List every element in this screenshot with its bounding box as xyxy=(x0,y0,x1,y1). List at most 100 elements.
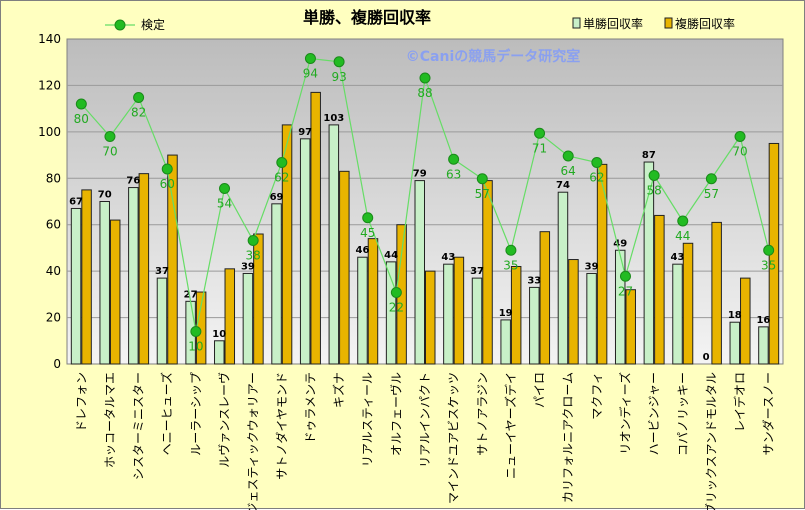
bar-fukusho xyxy=(654,214,665,365)
bar-value-label: 37 xyxy=(155,266,169,277)
x-tick-label: パイロ xyxy=(533,372,547,408)
bar-value-label: 67 xyxy=(69,196,83,207)
bar-tansho xyxy=(328,124,340,365)
line-series: 80 70 82 60 10 54 38 62 94 93 45 22 88 63 57 35 71 64 62 27… xyxy=(74,53,776,354)
x-tick-label: リアルスティール xyxy=(361,372,375,467)
bar-fukusho xyxy=(568,259,579,365)
bar-value-label: 76 xyxy=(126,176,140,187)
point-value-label: 80 xyxy=(74,112,89,126)
bar-fukusho xyxy=(339,170,350,365)
legend-label-fukusho: 複勝回収率 xyxy=(675,16,735,31)
point-value-label: 82 xyxy=(131,106,146,120)
bar-fukusho xyxy=(596,163,608,365)
bar-fukusho xyxy=(510,266,522,365)
point-value-label: 38 xyxy=(246,249,261,263)
bar-fukusho xyxy=(253,233,264,365)
point-kentei xyxy=(476,173,488,185)
bar-value-label: 27 xyxy=(184,289,198,300)
legend-swatch-tansho xyxy=(572,17,581,29)
bar-tansho xyxy=(443,263,454,365)
bar-tansho xyxy=(471,277,483,365)
bar-value-label: 33 xyxy=(527,275,541,286)
bar-fukusho xyxy=(740,277,751,365)
bar-fukusho xyxy=(81,189,92,365)
legend: 検定 単勝回収率 複勝回収率 xyxy=(105,16,735,32)
bar-tansho xyxy=(242,272,254,365)
bar-tansho xyxy=(672,263,683,365)
bar-tansho xyxy=(614,249,626,365)
bar-value-label: 103 xyxy=(323,113,344,124)
bar-value-label: 39 xyxy=(241,261,255,272)
bar-fukusho xyxy=(224,268,236,365)
bar-fukusho xyxy=(310,91,321,365)
bar-tansho xyxy=(586,272,597,365)
y-tick-label: 0 xyxy=(53,357,61,371)
bar-fukusho xyxy=(482,180,493,365)
point-kentei xyxy=(133,92,145,103)
x-tick-label: リオンディーズ xyxy=(617,372,632,455)
y-axis: 0 20 40 60 80 100 120 140 xyxy=(38,32,61,371)
x-tick-label: ハービンジャー xyxy=(647,372,661,455)
bar-tansho xyxy=(70,207,82,365)
point-value-label: 57 xyxy=(475,187,490,201)
point-kentei xyxy=(448,153,460,165)
bar-tansho xyxy=(529,286,540,365)
point-value-label: 22 xyxy=(389,301,404,315)
y-tick-label: 100 xyxy=(38,125,61,139)
point-kentei xyxy=(763,244,775,256)
bar-fukusho xyxy=(367,238,379,365)
bar-value-label: 69 xyxy=(270,192,284,203)
bar-fukusho xyxy=(167,154,178,365)
point-value-label: 35 xyxy=(761,258,776,272)
bar-tansho xyxy=(758,326,769,365)
y-tick-label: 40 xyxy=(46,264,61,278)
x-tick-label: キズナ xyxy=(331,372,346,408)
bar-tansho xyxy=(214,340,225,365)
bar-fukusho xyxy=(711,221,722,365)
point-kentei xyxy=(419,72,431,84)
y-tick-label: 140 xyxy=(38,32,61,46)
x-tick-label: コパノリッキー xyxy=(676,372,690,456)
bar-value-label: 37 xyxy=(470,266,484,277)
legend-point-swatch xyxy=(114,19,126,31)
bar-value-label: 0 xyxy=(703,352,710,363)
point-value-label: 54 xyxy=(217,197,232,211)
bar-tansho xyxy=(643,161,655,365)
point-value-label: 58 xyxy=(646,184,661,198)
point-kentei xyxy=(648,170,660,181)
point-value-label: 63 xyxy=(446,167,461,181)
x-tick-label: ブリックスアンドモルタル xyxy=(703,372,718,510)
x-tick-label: オルフェーヴル xyxy=(388,372,403,456)
bar-fukusho xyxy=(625,289,636,365)
legend-swatch-fukusho xyxy=(664,17,673,29)
bar-value-label: 46 xyxy=(356,245,370,256)
legend-label-kentei: 検定 xyxy=(141,17,165,32)
bar-value-label: 43 xyxy=(671,252,685,263)
point-kentei xyxy=(304,53,316,64)
x-tick-label: サトノダイヤモンド xyxy=(274,372,289,480)
x-axis: ドレフォン ホッコータルマエ シスターミニスター ヘニーヒューズ ルーラーシップ ルヴァン… xyxy=(74,372,775,510)
x-tick-label: マインドユアビスケッツ xyxy=(447,372,461,504)
point-kentei xyxy=(591,157,603,168)
point-kentei xyxy=(161,163,173,175)
bar-value-label: 87 xyxy=(642,150,656,161)
bar-value-label: 39 xyxy=(585,261,599,272)
bar-value-label: 44 xyxy=(384,250,398,261)
point-value-label: 71 xyxy=(532,141,547,155)
legend-label-tansho: 単勝回収率 xyxy=(583,16,643,31)
bar-labels: 67 70 76 37 27 10 39 69 97 103 46 44 79 43 37 19 33 74 39 4… xyxy=(69,113,770,363)
point-value-label: 45 xyxy=(360,226,375,240)
point-kentei xyxy=(619,270,631,282)
point-kentei xyxy=(190,326,202,337)
bars xyxy=(70,91,780,365)
bar-fukusho xyxy=(682,242,694,365)
watermark: ©Caniの競馬データ研究室 xyxy=(406,48,581,65)
x-tick-label: マクフィ xyxy=(590,372,604,420)
point-value-label: 88 xyxy=(417,86,432,100)
y-tick-label: 60 xyxy=(46,218,61,232)
point-kentei xyxy=(247,235,259,246)
bar-tansho xyxy=(729,321,741,365)
y-tick-label: 80 xyxy=(46,171,61,185)
